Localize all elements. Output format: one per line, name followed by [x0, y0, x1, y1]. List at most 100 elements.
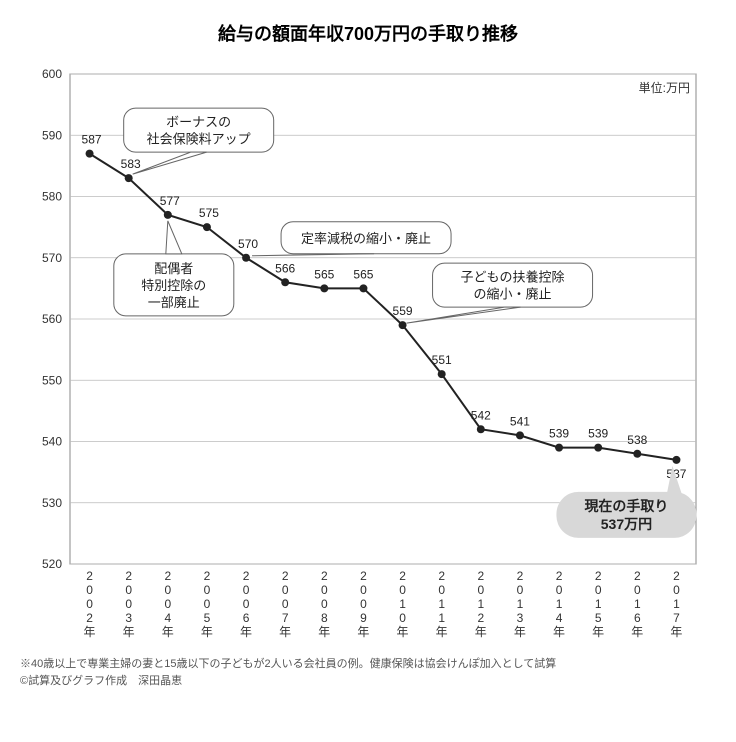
svg-text:0: 0: [556, 583, 563, 597]
svg-text:2: 2: [399, 569, 406, 583]
svg-text:2: 2: [438, 569, 445, 583]
svg-text:8: 8: [321, 611, 328, 625]
svg-text:0: 0: [243, 583, 250, 597]
svg-text:520: 520: [42, 557, 62, 571]
svg-text:0: 0: [517, 583, 524, 597]
svg-text:2: 2: [360, 569, 367, 583]
svg-text:0: 0: [164, 597, 171, 611]
svg-text:560: 560: [42, 312, 62, 326]
svg-text:0: 0: [321, 583, 328, 597]
svg-text:2: 2: [243, 569, 250, 583]
svg-text:3: 3: [517, 611, 524, 625]
svg-text:600: 600: [42, 67, 62, 81]
svg-text:577: 577: [160, 194, 180, 208]
svg-text:590: 590: [42, 128, 62, 142]
svg-text:539: 539: [549, 427, 569, 441]
svg-text:0: 0: [125, 597, 132, 611]
svg-text:2: 2: [477, 611, 484, 625]
svg-text:4: 4: [164, 611, 171, 625]
svg-text:社会保険料アップ: 社会保険料アップ: [147, 132, 251, 147]
svg-text:6: 6: [243, 611, 250, 625]
svg-text:0: 0: [360, 597, 367, 611]
svg-text:年: 年: [123, 625, 135, 639]
svg-text:542: 542: [471, 408, 491, 422]
svg-text:0: 0: [204, 583, 211, 597]
svg-text:年: 年: [240, 625, 252, 639]
svg-text:年: 年: [84, 625, 96, 639]
svg-text:年: 年: [318, 625, 330, 639]
svg-text:5: 5: [204, 611, 211, 625]
svg-text:2: 2: [282, 569, 289, 583]
svg-text:2: 2: [86, 569, 93, 583]
svg-text:0: 0: [86, 583, 93, 597]
svg-text:0: 0: [477, 583, 484, 597]
svg-text:7: 7: [673, 611, 680, 625]
svg-text:年: 年: [397, 625, 409, 639]
svg-text:2: 2: [634, 569, 641, 583]
svg-text:7: 7: [282, 611, 289, 625]
svg-text:年: 年: [475, 625, 487, 639]
svg-text:2: 2: [86, 611, 93, 625]
line-chart: 520530540550560570580590600単位:万円2002年200…: [20, 64, 716, 644]
svg-text:0: 0: [673, 583, 680, 597]
svg-text:9: 9: [360, 611, 367, 625]
svg-text:0: 0: [204, 597, 211, 611]
svg-text:の縮小・廃止: の縮小・廃止: [474, 287, 552, 302]
svg-text:6: 6: [634, 611, 641, 625]
svg-text:年: 年: [162, 625, 174, 639]
svg-text:1: 1: [438, 611, 445, 625]
svg-text:539: 539: [588, 427, 608, 441]
svg-text:2: 2: [556, 569, 563, 583]
svg-text:2: 2: [321, 569, 328, 583]
svg-text:1: 1: [477, 597, 484, 611]
svg-text:550: 550: [42, 373, 62, 387]
svg-text:1: 1: [438, 597, 445, 611]
svg-text:年: 年: [279, 625, 291, 639]
svg-text:570: 570: [42, 251, 62, 265]
chart-title: 給与の額面年収700万円の手取り推移: [20, 20, 716, 46]
svg-text:570: 570: [238, 237, 258, 251]
svg-text:年: 年: [436, 625, 448, 639]
svg-text:特別控除の: 特別控除の: [141, 278, 206, 293]
svg-text:0: 0: [125, 583, 132, 597]
svg-text:年: 年: [670, 625, 682, 639]
svg-text:0: 0: [634, 583, 641, 597]
svg-text:2: 2: [517, 569, 524, 583]
svg-text:定率減税の縮小・廃止: 定率減税の縮小・廃止: [301, 231, 431, 246]
svg-text:566: 566: [275, 261, 295, 275]
svg-text:1: 1: [517, 597, 524, 611]
svg-text:1: 1: [556, 597, 563, 611]
svg-text:年: 年: [553, 625, 565, 639]
svg-text:0: 0: [399, 583, 406, 597]
svg-text:年: 年: [201, 625, 213, 639]
svg-text:ボーナスの: ボーナスの: [166, 115, 231, 130]
svg-text:年: 年: [514, 625, 526, 639]
svg-text:551: 551: [432, 353, 452, 367]
svg-text:565: 565: [353, 267, 373, 281]
svg-text:583: 583: [121, 157, 141, 171]
svg-text:1: 1: [399, 597, 406, 611]
svg-text:537万円: 537万円: [601, 516, 652, 532]
svg-text:540: 540: [42, 435, 62, 449]
svg-text:年: 年: [357, 625, 369, 639]
svg-text:559: 559: [393, 304, 413, 318]
svg-text:541: 541: [510, 414, 530, 428]
svg-text:4: 4: [556, 611, 563, 625]
svg-text:0: 0: [282, 597, 289, 611]
svg-text:580: 580: [42, 190, 62, 204]
svg-text:1: 1: [673, 597, 680, 611]
svg-text:5: 5: [595, 611, 602, 625]
svg-text:子どもの扶養控除: 子どもの扶養控除: [461, 270, 565, 285]
svg-text:0: 0: [282, 583, 289, 597]
svg-text:0: 0: [438, 583, 445, 597]
svg-text:2: 2: [164, 569, 171, 583]
svg-text:575: 575: [199, 206, 219, 220]
svg-text:530: 530: [42, 496, 62, 510]
svg-text:0: 0: [164, 583, 171, 597]
svg-text:0: 0: [86, 597, 93, 611]
svg-text:1: 1: [634, 597, 641, 611]
svg-text:3: 3: [125, 611, 132, 625]
svg-text:年: 年: [592, 625, 604, 639]
svg-text:0: 0: [243, 597, 250, 611]
svg-text:2: 2: [477, 569, 484, 583]
